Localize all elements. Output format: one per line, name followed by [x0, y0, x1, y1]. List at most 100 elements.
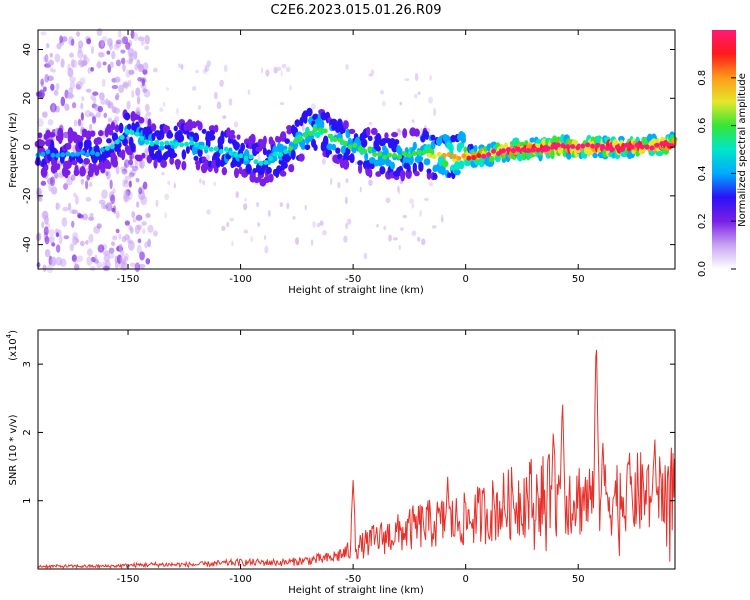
heatmap-cell — [133, 50, 138, 60]
heatmap-cell — [264, 245, 269, 254]
snr-x-tick-label: -100 — [229, 574, 252, 585]
heatmap-cell — [275, 165, 283, 174]
heatmap-cell — [94, 254, 98, 264]
heatmap-cell — [127, 48, 135, 57]
heatmap-cell — [145, 111, 152, 117]
heatmap-ridge-peak — [491, 148, 497, 154]
heatmap-cell — [292, 215, 296, 220]
heatmap-cell — [214, 124, 219, 133]
heatmap-ridge-peak — [109, 144, 115, 150]
heatmap-cell — [86, 256, 93, 266]
heatmap-cell — [129, 57, 133, 65]
heatmap-cell — [458, 142, 465, 149]
heatmap-ridge-peak — [213, 146, 219, 152]
heatmap-ridge-peak — [154, 139, 160, 145]
heatmap-cell — [429, 74, 432, 81]
heatmap-cell — [304, 204, 307, 211]
heatmap-cell — [138, 263, 146, 269]
heatmap-cell — [35, 91, 43, 98]
heatmap-cell — [144, 45, 150, 51]
heatmap-ridge-peak — [203, 145, 209, 151]
heatmap-cell — [411, 203, 415, 209]
heatmap-ridge-peak — [451, 153, 457, 159]
heatmap-cell — [71, 254, 77, 262]
heatmap-cell — [147, 118, 152, 128]
heatmap-ridge-peak — [352, 142, 358, 148]
heatmap-cell — [268, 173, 274, 183]
heatmap-cell — [393, 237, 398, 241]
heatmap-cell — [288, 163, 295, 173]
heatmap-ridge-peak — [263, 160, 269, 166]
snr-y-ticks: 1 2 3 — [22, 361, 675, 504]
heatmap-ridge-peak — [639, 144, 645, 150]
heatmap-cell — [129, 262, 136, 267]
heatmap-cell — [115, 92, 120, 99]
heatmap-cell — [77, 118, 82, 127]
heatmap-cell — [47, 119, 54, 126]
heatmap-ridge-peak — [396, 154, 402, 160]
snr-x-tick-label: -50 — [345, 574, 361, 585]
heatmap-ridge-peak — [436, 151, 442, 157]
heatmap-ridge-peak — [85, 152, 91, 158]
heatmap-cell — [111, 159, 119, 168]
heatmap-cell — [96, 261, 103, 269]
heatmap-cell — [348, 128, 356, 135]
heatmap-cell — [59, 35, 63, 44]
heatmap-cell — [43, 215, 49, 225]
heatmap-cell — [61, 217, 68, 227]
colorbar-label: Normalized spectral amplitude — [737, 73, 748, 227]
heatmap-ridge-peak — [659, 141, 665, 147]
heatmap-cell — [192, 132, 200, 143]
heatmap-cell — [131, 211, 136, 219]
heatmap-cell — [357, 160, 364, 166]
heatmap-cell — [115, 165, 120, 175]
heatmap-cell — [135, 106, 141, 115]
heatmap-cell — [648, 150, 655, 156]
heatmap-cell — [49, 131, 56, 138]
heatmap-cell — [43, 164, 49, 171]
heatmap-ridge-peak — [134, 131, 140, 137]
heatmap-cell — [375, 145, 381, 152]
heatmap-cell — [71, 102, 77, 109]
heatmap-cell — [277, 143, 285, 155]
heatmap-ridge-peak — [392, 152, 398, 158]
heatmap-ridge-peak — [644, 144, 650, 150]
heatmap-cell — [85, 240, 89, 245]
heatmap-cell — [404, 78, 410, 82]
heatmap-ridge-peak — [560, 143, 566, 149]
heatmap-cell — [44, 235, 50, 245]
heatmap-cell — [213, 91, 218, 100]
heatmap-cell — [170, 152, 178, 159]
heatmap-cell — [90, 94, 96, 100]
heatmap-cell — [100, 39, 104, 48]
heatmap-ridge-peak — [347, 144, 353, 150]
heatmap-cell — [71, 159, 78, 166]
heatmap-cell — [53, 89, 59, 96]
heatmap-ridge-peak — [248, 154, 254, 160]
heatmap-cell — [89, 212, 94, 219]
heatmap-cell — [47, 229, 55, 236]
heatmap-cell — [111, 50, 116, 60]
heatmap-cell — [71, 209, 78, 215]
heatmap-ridge-peak — [258, 160, 264, 166]
heatmap-cell — [107, 37, 113, 47]
heatmap-cell — [147, 238, 151, 248]
heatmap-cell — [69, 52, 74, 58]
heatmap-cell — [115, 228, 120, 234]
heatmap-cell — [73, 259, 78, 264]
spectrogram-y-tick-label: 20 — [22, 92, 33, 105]
heatmap-cell — [73, 192, 77, 198]
spectrogram-x-tick-label: -100 — [229, 274, 252, 285]
heatmap-ridge-peak — [45, 149, 51, 155]
heatmap-cell — [43, 226, 49, 236]
snr-y-unit-base: (x10 — [8, 338, 19, 361]
heatmap-cell — [55, 82, 60, 91]
heatmap-cell — [140, 39, 145, 46]
heatmap-cell — [441, 218, 444, 223]
heatmap-cell — [153, 159, 158, 169]
heatmap-cell — [124, 175, 132, 180]
colorbar-tick-label: 0.8 — [697, 70, 708, 86]
heatmap-cell — [448, 143, 454, 153]
heatmap-cell — [77, 157, 84, 164]
heatmap-cell — [56, 42, 62, 50]
